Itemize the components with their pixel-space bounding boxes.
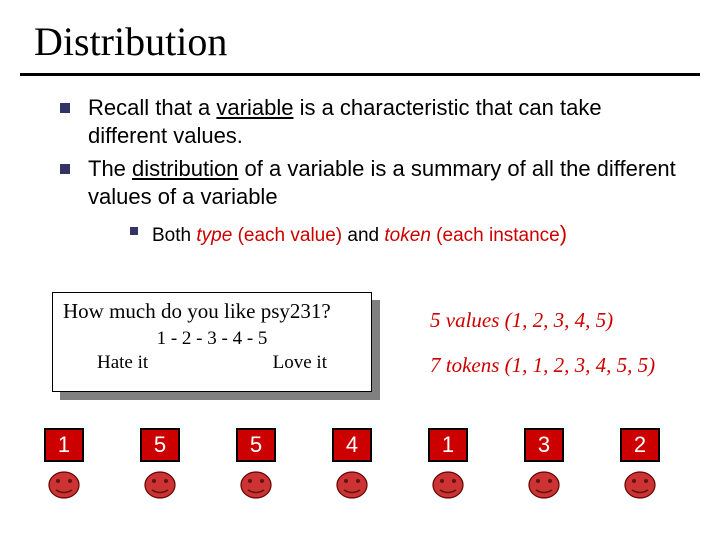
underline-distribution: distribution <box>132 156 238 181</box>
face-icon <box>239 470 273 505</box>
response-value: 5 <box>140 428 180 462</box>
term-type: type <box>196 225 232 246</box>
box-scale: 1 - 2 - 3 - 4 - 5 <box>63 328 361 350</box>
response-value: 4 <box>332 428 372 462</box>
response-cell: 1 <box>424 428 472 505</box>
number-row: 1 5 5 4 1 3 2 <box>40 428 664 505</box>
response-value: 3 <box>524 428 564 462</box>
sub-bullet-text: Both type (each value) and token (each i… <box>152 220 567 248</box>
note-tokens: 7 tokens (1, 1, 2, 3, 4, 5, 5) <box>430 353 655 378</box>
response-cell: 5 <box>136 428 184 505</box>
bullet-1-text: Recall that a variable is a characterist… <box>88 94 680 149</box>
bullet-marker <box>60 103 70 113</box>
underline-variable: variable <box>216 95 293 120</box>
response-value: 1 <box>428 428 468 462</box>
face-icon <box>143 470 177 505</box>
face-icon <box>431 470 465 505</box>
response-cell: 2 <box>616 428 664 505</box>
face-icon <box>527 470 561 505</box>
example-box: How much do you like psy231? 1 - 2 - 3 -… <box>52 292 372 392</box>
response-cell: 5 <box>232 428 280 505</box>
box-endpoints: Hate it Love it <box>63 352 361 374</box>
term-token: token <box>384 225 430 246</box>
bullet-marker <box>130 227 138 235</box>
bullet-2: The distribution of a variable is a summ… <box>60 155 680 210</box>
bullet-1: Recall that a variable is a characterist… <box>60 94 680 149</box>
scale-left: Hate it <box>97 352 148 374</box>
scale-right: Love it <box>273 352 327 374</box>
response-value: 1 <box>44 428 84 462</box>
response-cell: 1 <box>40 428 88 505</box>
response-value: 5 <box>236 428 276 462</box>
note-values: 5 values (1, 2, 3, 4, 5) <box>430 308 655 333</box>
sub-bullet: Both type (each value) and token (each i… <box>130 220 680 248</box>
face-icon <box>623 470 657 505</box>
slide-title: Distribution <box>0 0 720 65</box>
response-value: 2 <box>620 428 660 462</box>
response-cell: 4 <box>328 428 376 505</box>
bullet-2-text: The distribution of a variable is a summ… <box>88 155 680 210</box>
face-icon <box>335 470 369 505</box>
box-inner: How much do you like psy231? 1 - 2 - 3 -… <box>52 292 372 392</box>
box-question: How much do you like psy231? <box>63 299 361 324</box>
notes: 5 values (1, 2, 3, 4, 5) 7 tokens (1, 1,… <box>430 308 655 378</box>
bullet-marker <box>60 164 70 174</box>
response-cell: 3 <box>520 428 568 505</box>
content-area: Recall that a variable is a characterist… <box>0 76 720 248</box>
face-icon <box>47 470 81 505</box>
